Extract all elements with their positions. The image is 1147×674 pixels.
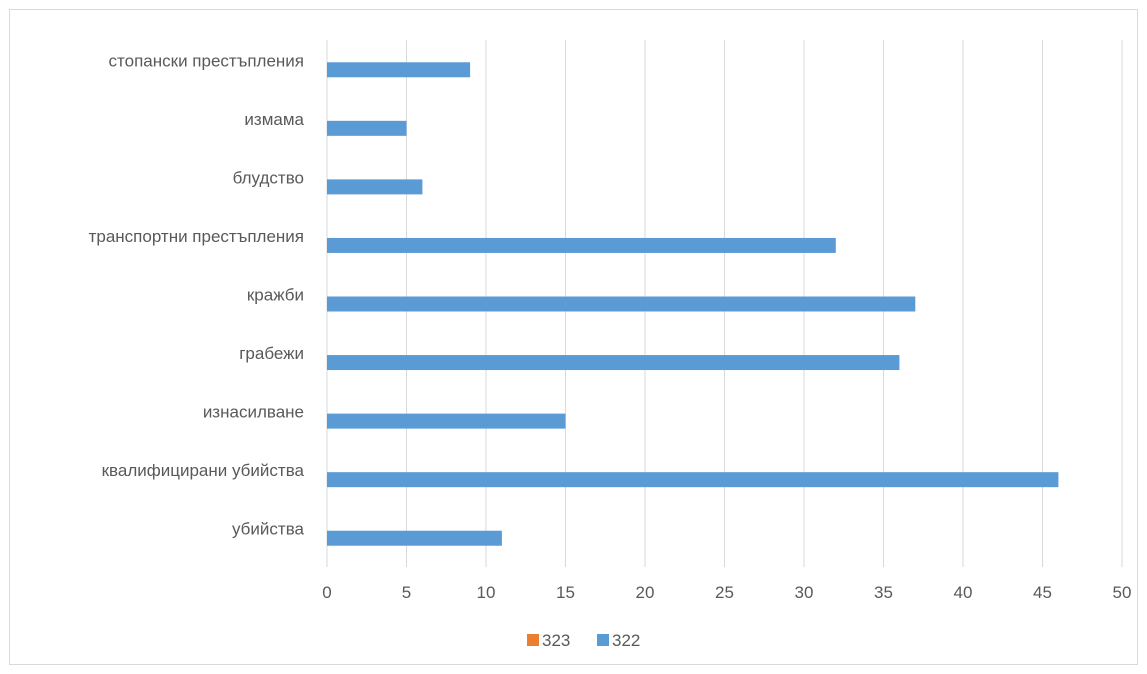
x-tick-label: 10	[477, 583, 496, 602]
x-tick-label: 35	[874, 583, 893, 602]
legend-label: 323	[542, 631, 570, 650]
x-tick-labels: 0 5 10 15 20 25 30 35 40 45 50	[322, 583, 1131, 602]
category-label: транспортни престъпления	[89, 227, 304, 246]
category-label: кражби	[247, 286, 304, 305]
category-label: изнасилване	[203, 403, 304, 422]
bar-322	[327, 413, 566, 429]
bar-322	[327, 472, 1059, 488]
x-tick-label: 15	[556, 583, 575, 602]
category-label: убийства	[232, 520, 305, 539]
x-tick-label: 20	[636, 583, 655, 602]
legend-label: 322	[612, 631, 640, 650]
bar-322	[327, 62, 471, 78]
bar-322	[327, 179, 423, 195]
legend: 323 322	[527, 631, 640, 650]
bar-322	[327, 296, 916, 312]
bar-322	[327, 530, 502, 546]
category-labels: убийства квалифицирани убийства изнасилван…	[89, 51, 305, 538]
bar-322	[327, 355, 900, 371]
category-label: измама	[244, 110, 304, 129]
x-tick-label: 5	[402, 583, 411, 602]
category-label: квалифицирани убийства	[102, 461, 305, 480]
category-label: блудство	[233, 168, 304, 187]
category-label: стопански престъпления	[109, 51, 304, 70]
chart-frame	[9, 9, 1138, 665]
bar-322	[327, 120, 407, 136]
legend-swatch	[597, 634, 609, 646]
x-tick-label: 50	[1113, 583, 1132, 602]
category-label: грабежи	[239, 344, 304, 363]
x-tick-label: 0	[322, 583, 331, 602]
legend-swatch	[527, 634, 539, 646]
x-tick-label: 30	[795, 583, 814, 602]
x-tick-label: 25	[715, 583, 734, 602]
bars	[327, 62, 1059, 546]
x-tick-label: 40	[954, 583, 973, 602]
bar-322	[327, 237, 836, 253]
x-tick-label: 45	[1033, 583, 1052, 602]
